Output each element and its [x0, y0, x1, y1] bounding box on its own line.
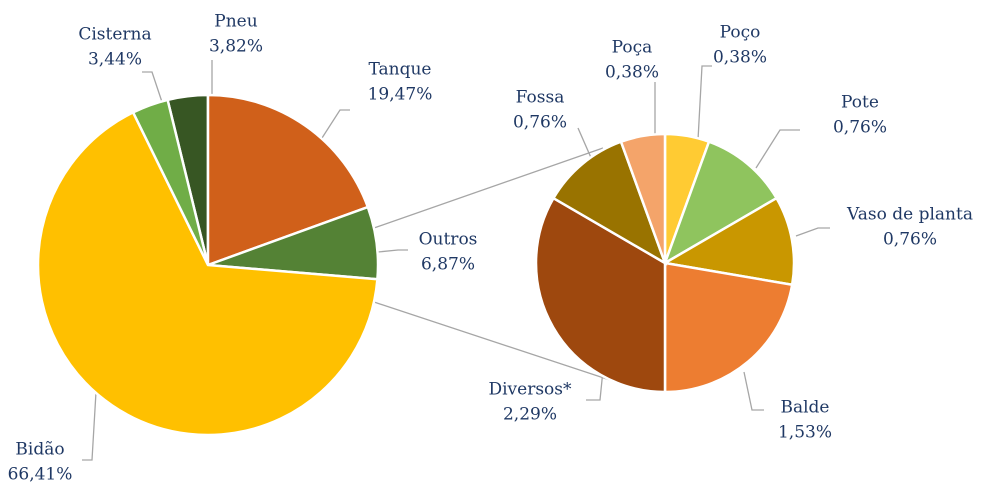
pie-slice — [206, 93, 370, 267]
value-label: 6,87% — [421, 255, 475, 275]
pie-slice — [619, 132, 667, 264]
slice-label: Pote — [841, 93, 879, 113]
leader-line — [82, 391, 97, 461]
value-label: 3,82% — [209, 37, 263, 57]
slice-label: Fossa — [516, 88, 565, 108]
leader-line — [795, 227, 830, 237]
slice-label: Diversos* — [488, 380, 572, 400]
connector-line — [373, 147, 604, 229]
value-label: 0,76% — [513, 113, 567, 133]
pie-slice — [663, 261, 794, 394]
leader-line — [321, 109, 350, 139]
value-label: 0,38% — [713, 48, 767, 68]
value-label: 0,76% — [883, 230, 937, 250]
value-label: 66,41% — [8, 465, 73, 485]
slice-label: Cisterna — [78, 25, 151, 45]
connector-line — [373, 301, 623, 385]
pie-slice — [36, 110, 379, 437]
slice-label: Bidão — [15, 440, 64, 460]
leader-line — [577, 127, 593, 161]
value-label: 0,76% — [833, 118, 887, 138]
slice-label: Vaso de planta — [846, 205, 973, 225]
pie-slice — [551, 140, 668, 266]
leader-line — [377, 249, 408, 253]
pie-slice — [534, 196, 667, 394]
pie-slice — [662, 140, 779, 266]
pie-slice — [661, 196, 796, 287]
slice-label: Pneu — [214, 12, 257, 32]
leader-line — [743, 371, 764, 411]
slice-label: Outros — [419, 230, 478, 250]
value-label: 0,38% — [605, 63, 659, 83]
value-label: 2,29% — [503, 405, 557, 425]
slice-label: Balde — [780, 398, 829, 418]
slice-label: Poço — [720, 23, 761, 43]
slice-label: Tanque — [369, 60, 432, 80]
value-label: 3,44% — [88, 50, 142, 70]
leader-line — [142, 71, 163, 103]
pie-slice — [131, 98, 210, 266]
value-label: 1,53% — [778, 423, 832, 443]
slice-label: Poça — [612, 38, 653, 58]
leader-line — [697, 65, 712, 141]
leader-line — [755, 129, 800, 169]
value-label: 19,47% — [368, 85, 433, 105]
